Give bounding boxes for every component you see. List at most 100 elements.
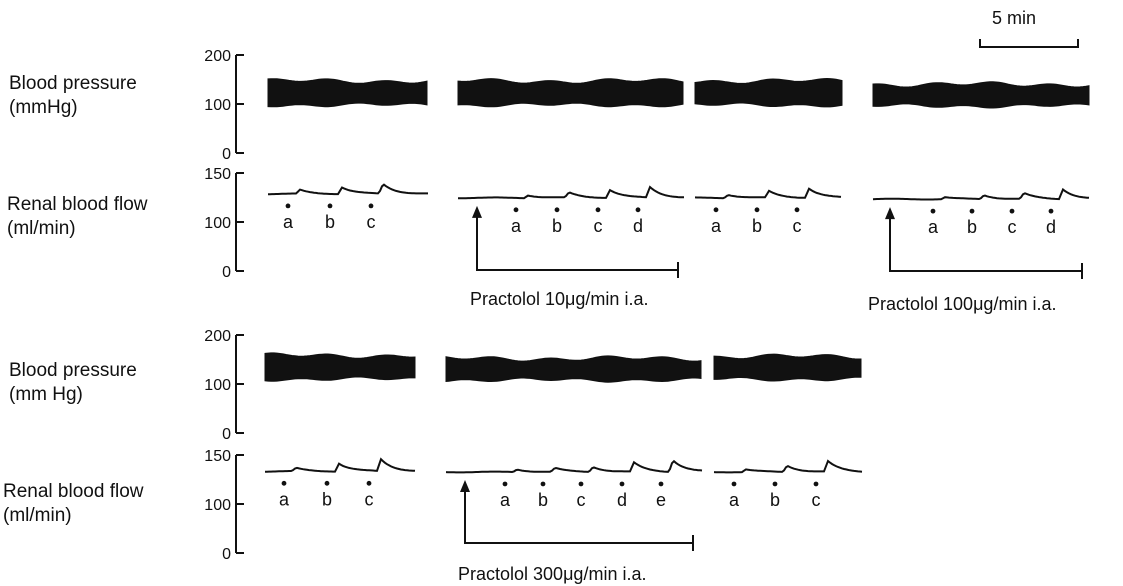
marker-dot-d [1048,208,1054,214]
marker-dot-b [772,481,778,487]
rbf-axis-1-tick-label-150: 150 [204,166,231,183]
drug-label-1-2: Practolol 10μg/min i.a. [470,289,648,309]
marker-dot-c [366,480,372,486]
trace-2-3: a b c [713,353,863,510]
marker-dot-d [619,481,625,487]
marker-dot-d [635,207,641,213]
marker-dot-b [754,207,760,213]
rbf-axis-1-tick-label-100: 100 [204,215,231,232]
bp-band-1-2 [457,78,684,108]
rbf-line-2-2 [445,459,703,474]
marker-dot-a [930,208,936,214]
marker-label-a: a [283,212,294,232]
drug-line-1-2 [476,213,678,271]
drug-arrowhead-2-2 [460,479,470,492]
drug-label-2-2: Practolol 300μg/min i.a. [458,564,646,584]
rbf-axis-2-tick-label-100: 100 [204,497,231,514]
rbf-label-2: Renal blood flow (ml/min) [3,480,143,528]
marker-label-b: b [325,212,335,232]
marker-label-b: b [752,216,762,236]
bp-axis-1-tick-label-100: 100 [204,97,231,114]
marker-label-b: b [538,490,548,510]
recording-panels: 200 100 0 150 100 0 a b c a b c d Practolol 10μg/min … [204,48,1090,584]
trace-1-2: a b c d Practolol 10μg/min i.a. [457,78,684,309]
bp-band-1-4 [872,81,1090,109]
bp-band-2-3 [713,353,862,382]
marker-label-d: d [1046,217,1056,237]
time-scale-line [979,39,1079,48]
marker-dot-b [540,481,546,487]
marker-dot-b [324,480,330,486]
drug-arrowhead-1-4 [885,207,895,220]
rbf-line-1-2 [458,185,684,200]
bp-axis-2-tick-label-0: 0 [222,426,231,443]
marker-label-b: b [770,490,780,510]
marker-label-b: b [322,489,332,509]
bp-band-2-1 [264,352,416,382]
marker-dot-a [285,203,291,209]
bp-axis-1-tick-label-200: 200 [204,48,231,65]
marker-label-c: c [594,216,603,236]
rbf-label-1-unit: (ml/min) [7,218,76,239]
rbf-label-1: Renal blood flow (ml/min) [7,193,147,241]
bp-label-2-name: Blood pressure [9,360,137,381]
bp-label-2-unit: (mm Hg) [9,384,83,405]
marker-dot-c [595,207,601,213]
rbf-label-2-unit: (ml/min) [3,505,72,526]
marker-dot-c [794,207,800,213]
rbf-line-1-3 [694,187,842,200]
rbf-line-1-1 [268,183,428,196]
drug-arrowhead-1-2 [472,205,482,218]
marker-dot-a [713,207,719,213]
marker-label-d: d [633,216,643,236]
drug-line-1-4 [889,215,1082,272]
marker-dot-c [1009,208,1015,214]
marker-label-a: a [729,490,740,510]
rbf-line-1-4 [872,187,1090,201]
panel-1: 200 100 0 150 100 0 a b c a b c d Practolol 10μg/min … [204,48,1090,314]
trace-1-3: a b c [694,77,843,236]
marker-dot-b [327,203,333,209]
marker-label-c: c [365,489,374,509]
marker-dot-a [731,481,737,487]
marker-label-b: b [552,216,562,236]
trace-2-2: a b c d e Practolol 300μg/min i.a. [445,355,703,584]
rbf-line-2-3 [713,459,863,474]
marker-label-c: c [793,216,802,236]
panel-2: 200 100 0 150 100 0 a b c a b c d e Practolol 300μg/mi… [204,328,863,584]
marker-label-b: b [967,217,977,237]
marker-dot-b [969,208,975,214]
rbf-line-2-1 [265,457,416,473]
time-scale-bar: 5 min [979,8,1079,48]
rbf-label-1-name: Renal blood flow [7,194,148,215]
rbf-axis-2-tick-label-150: 150 [204,448,231,465]
marker-dot-a [281,480,287,486]
marker-label-c: c [577,490,586,510]
bp-axis-2-tick-label-100: 100 [204,377,231,394]
rbf-axis-2-tick-label-0: 0 [222,546,231,563]
bp-axis-2-tick-label-200: 200 [204,328,231,345]
bp-band-1-3 [694,77,843,108]
rbf-axis-1-tick-label-0: 0 [222,264,231,281]
marker-label-c: c [1008,217,1017,237]
marker-label-d: d [617,490,627,510]
bp-band-1-1 [267,78,428,108]
marker-dot-c [813,481,819,487]
marker-label-a: a [511,216,522,236]
bp-label-1-unit: (mmHg) [9,97,78,118]
marker-dot-b [554,207,560,213]
marker-dot-c [578,481,584,487]
marker-dot-c [368,203,374,209]
marker-label-c: c [367,212,376,232]
drug-line-2-2 [464,487,693,544]
bp-label-1-name: Blood pressure [9,73,137,94]
drug-label-1-4: Practolol 100μg/min i.a. [868,294,1056,314]
trace-2-1: a b c [264,352,416,509]
bp-label-2: Blood pressure (mm Hg) [9,359,137,407]
marker-label-a: a [279,489,290,509]
marker-dot-e [658,481,664,487]
marker-dot-a [502,481,508,487]
time-scale-label: 5 min [992,8,1036,28]
bp-band-2-2 [445,355,702,383]
marker-label-c: c [812,490,821,510]
